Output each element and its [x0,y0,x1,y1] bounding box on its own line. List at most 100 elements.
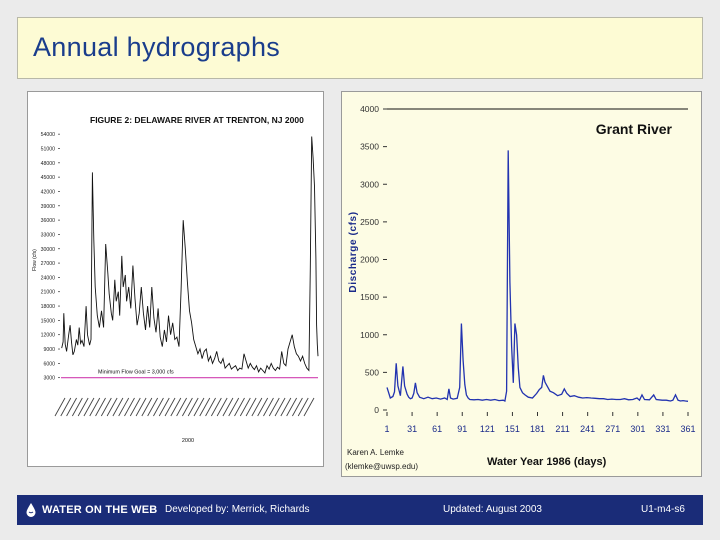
y-axis-label: Flow (cfs) [32,249,38,271]
developed-by-text: Developed by: Merrick, Richards [165,504,310,515]
x-tick-mark [216,397,228,417]
delaware-chart-panel: FIGURE 2: DELAWARE RIVER AT TRENTON, NJ … [27,91,324,467]
x-tick-mark [95,397,106,417]
x-tick-mark [303,397,315,417]
water-on-the-web-logo: WATER ON THE WEB [25,501,157,519]
x-tick-mark [274,397,286,417]
y-tick-label: 45000 [41,175,56,181]
goal-annotation: Minimum Flow Goal = 3,000 cfs [98,370,174,376]
y-tick-label: 18000 [41,304,56,310]
x-tick-mark [268,397,280,417]
x-tick-label: 1 [384,424,389,434]
y-tick-label: 12000 [41,333,56,339]
y-tick-label: 51000 [41,146,56,152]
grant-river-chart: Grant River Discharge (cfs) 4000 3500 3000 25… [345,104,696,471]
y-tick-label: 2000 [360,255,379,265]
y-tick-label: 3000 [43,376,55,382]
y-tick-label: 3000 [360,179,379,189]
slide-title-box: Annual hydrographs [17,17,703,79]
slide-id-text: U1-m4-s6 [641,504,685,515]
x-tick-label: 211 [555,424,569,434]
x-tick-label: 271 [605,424,620,434]
y-tick-label: 500 [365,367,379,377]
x-tick-mark [251,397,263,417]
y-tick-label: 4000 [360,104,379,114]
delaware-chart: FIGURE 2: DELAWARE RIVER AT TRENTON, NJ … [32,115,319,444]
grant-river-chart-panel: Grant River Discharge (cfs) 4000 3500 3000 25… [341,91,702,477]
x-tick-mark [193,397,205,417]
x-tick-mark [118,397,130,417]
water-drop-icon [26,503,36,517]
x-tick-mark [106,397,118,417]
x-tick-label: 151 [505,424,520,434]
logo-text: WATER ON THE WEB [42,504,158,516]
x-tick-mark [292,397,303,417]
x-tick-mark [222,397,234,417]
x-tick-label: 301 [630,424,645,434]
updated-text: Updated: August 2003 [443,504,542,515]
x-tick-mark [141,397,153,417]
x-tick-mark [228,397,240,417]
x-tick-label: 61 [432,424,442,434]
x-tick-mark [234,397,245,417]
x-tick-mark [135,397,147,417]
x-tick-mark [170,397,182,417]
x-tick-mark [66,397,77,417]
y-tick-label: 30000 [41,247,56,253]
y-tick-label: 33000 [41,232,56,238]
x-tick-label: 121 [480,424,495,434]
chart-title: Grant River [596,121,673,137]
y-tick-label: 1500 [360,292,379,302]
x-tick-mark [77,397,89,417]
x-tick-mark [187,397,199,417]
y-axis-label: Discharge (cfs) [348,211,359,292]
x-tick-mark [280,397,292,417]
series-line-delaware [61,136,319,374]
x-tick-labels [54,397,315,417]
x-tick-mark [153,397,164,417]
x-tick-mark [297,397,309,417]
x-tick-mark [257,397,269,417]
x-tick-mark [158,397,170,417]
x-tick-mark [100,397,112,417]
y-tick-label: 54000 [41,132,56,138]
chart-background [342,92,701,476]
x-tick-label: 31 [407,424,417,434]
x-tick-mark [239,397,251,417]
x-tick-mark [286,397,298,417]
y-tick-label: 21000 [41,290,56,296]
y-tick-label: 0 [374,405,379,415]
chart-title: FIGURE 2: DELAWARE RIVER AT TRENTON, NJ … [90,115,304,125]
x-tick-label: 181 [530,424,545,434]
x-tick-mark [60,397,72,417]
y-tick-label: 36000 [41,218,56,224]
x-tick-label: 331 [655,424,670,434]
x-axis-label: 2000 [182,438,194,444]
x-tick-mark [147,397,159,417]
x-tick-mark [124,397,135,417]
y-tick-label: 39000 [41,204,56,210]
x-tick-mark [83,397,95,417]
x-tick-label: 241 [580,424,595,434]
x-tick-mark [199,397,211,417]
credit-email: (klemke@uwsp.edu) [345,462,418,471]
y-tick-label: 2500 [360,217,379,227]
x-tick-label: 91 [457,424,467,434]
x-tick-mark [112,397,124,417]
x-tick-mark [89,397,101,417]
y-tick-label: 48000 [41,161,56,167]
y-tick-label: 9000 [43,347,55,353]
x-tick-mark [263,397,274,417]
y-tick-label: 42000 [41,189,56,195]
y-tick-label: 27000 [41,261,56,267]
x-tick-mark [205,397,216,417]
x-tick-mark [182,397,193,417]
series-line-grant-river [386,150,689,402]
footer-bar: WATER ON THE WEB Developed by: Merrick, … [17,495,703,525]
x-axis-label: Water Year 1986 (days) [487,456,607,468]
x-tick-mark [176,397,187,417]
y-tick-label: 3500 [360,142,379,152]
x-tick-mark [71,397,83,417]
x-tick-mark [245,397,257,417]
x-tick-mark [210,397,222,417]
